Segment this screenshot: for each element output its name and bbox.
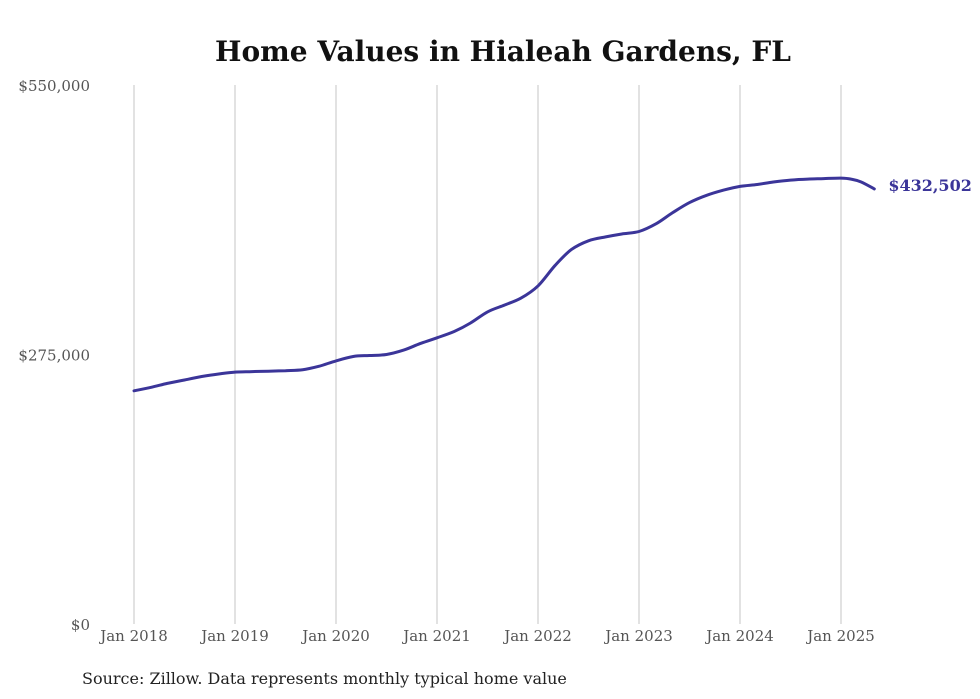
x-tick-label: Jan 2020	[300, 627, 370, 645]
series-line	[132, 176, 876, 393]
grid-layer	[133, 85, 842, 624]
x-tick-label: Jan 2019	[199, 627, 269, 645]
y-tick-label: $0	[71, 616, 90, 634]
x-tick-label: Jan 2025	[805, 627, 875, 645]
x-tick-label: Jan 2018	[98, 627, 168, 645]
y-tick-label: $275,000	[18, 347, 90, 365]
series-layer: $432,502	[132, 176, 972, 393]
series-end-label: $432,502	[888, 176, 972, 195]
chart-title: Home Values in Hialeah Gardens, FL	[215, 35, 791, 68]
x-tick-label: Jan 2021	[401, 627, 471, 645]
y-tick-label: $550,000	[18, 77, 90, 95]
x-axis-ticks: Jan 2018 Jan 2019 Jan 2020 Jan 2021 Jan 2022…	[98, 627, 875, 645]
x-tick-label: Jan 2023	[603, 627, 673, 645]
x-tick-label: Jan 2022	[502, 627, 572, 645]
x-tick-label: Jan 2024	[704, 627, 774, 645]
source-note: Source: Zillow. Data represents monthly …	[82, 669, 567, 688]
y-axis-ticks: $0 $275,000 $550,000	[18, 77, 90, 634]
